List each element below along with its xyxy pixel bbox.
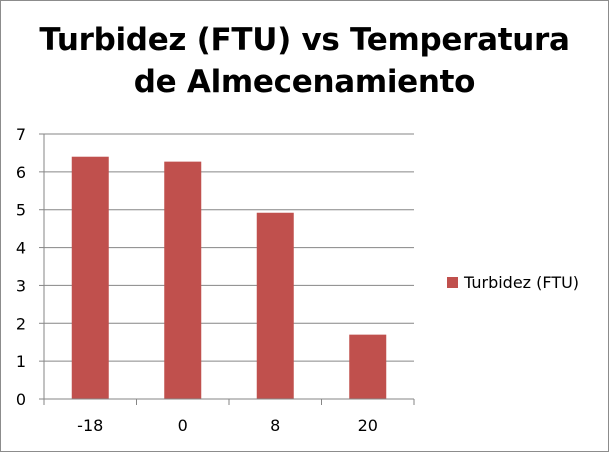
bar (349, 334, 387, 399)
y-tick-label: 1 (16, 352, 26, 371)
bar (71, 156, 109, 399)
bar (256, 212, 294, 399)
y-tick-label: 3 (16, 276, 26, 295)
chart-title: Turbidez (FTU) vs Temperatura de Almecen… (39, 22, 570, 100)
legend-swatch (447, 276, 458, 288)
x-tick-label: 8 (270, 416, 280, 435)
bar (164, 161, 202, 399)
y-tick-label: 6 (16, 163, 26, 182)
x-tick-label: 20 (358, 416, 378, 435)
y-tick-label: 0 (16, 390, 26, 409)
y-tick-label: 5 (16, 201, 26, 220)
y-tick-label: 4 (16, 239, 26, 258)
legend-label: Turbidez (FTU) (464, 272, 580, 292)
x-tick-label: -18 (77, 416, 103, 435)
x-tick-labels: -18 0 8 20 (77, 416, 378, 435)
bars (71, 156, 387, 399)
y-tick-label: 2 (16, 314, 26, 333)
axes (39, 133, 415, 405)
y-tick-labels: 0 1 2 3 4 5 6 7 (16, 125, 26, 409)
y-tick-label: 7 (16, 125, 26, 144)
legend: Turbidez (FTU) (447, 272, 579, 292)
x-tick-label: 0 (178, 416, 188, 435)
